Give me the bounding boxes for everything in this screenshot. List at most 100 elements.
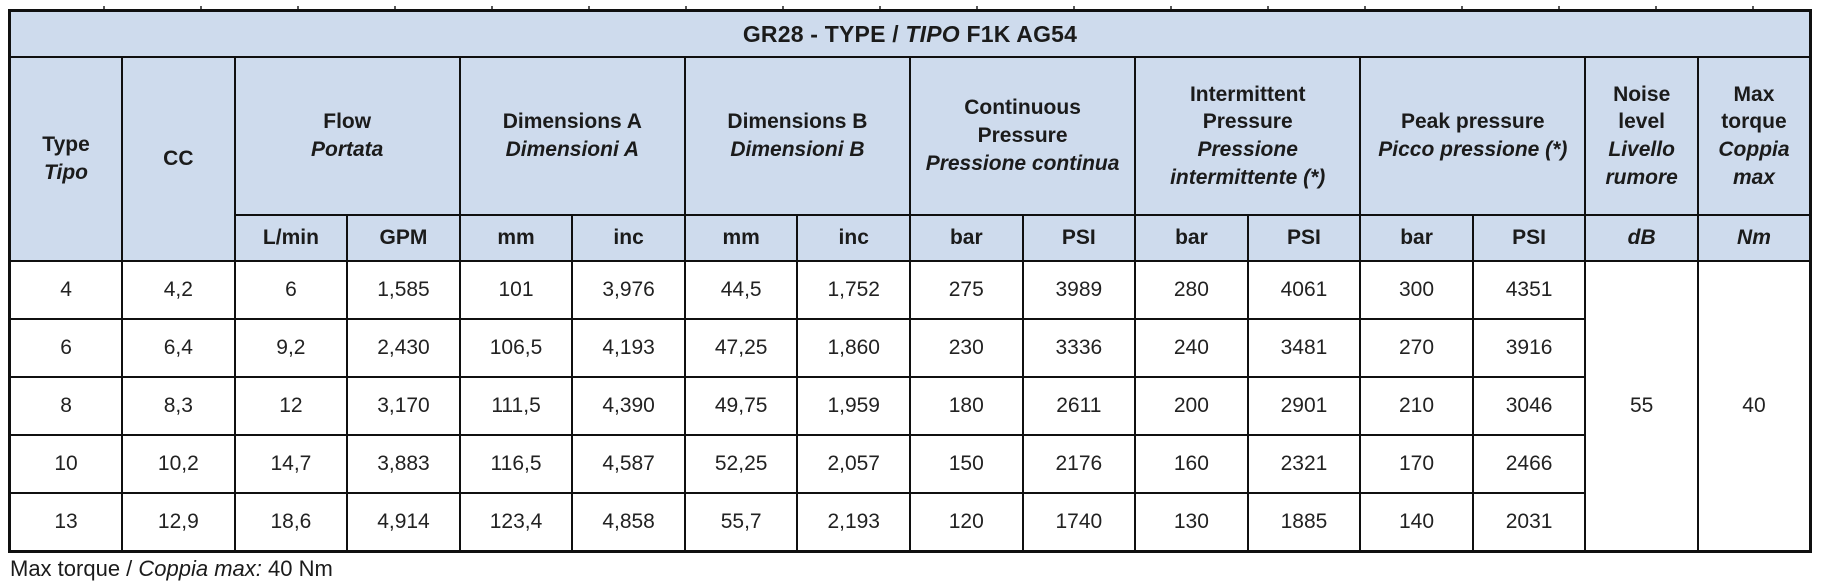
data-cell: 8,3 (121, 376, 236, 436)
unit-header-row: L/min GPM mm inc mm inc bar PSI bar PSI … (10, 214, 1812, 262)
data-cell: 111,5 (458, 376, 574, 436)
data-cell: 4,390 (571, 376, 686, 436)
unit-gpm: GPM (346, 214, 461, 262)
data-cell: 44,5 (683, 260, 799, 320)
col-group-dimensions-a: Dimensions A Dimensioni A (458, 56, 686, 216)
data-cell: 300 (1359, 260, 1474, 320)
data-cell: 1740 (1021, 492, 1137, 553)
data-cell: 1885 (1246, 492, 1362, 553)
unit-inc-a: inc (571, 214, 686, 262)
col-group-flow-en: Flow (323, 110, 372, 134)
data-cell: 4,2 (121, 260, 236, 320)
col-group-intermittent-pressure-en: Intermittent Pressure (1189, 82, 1306, 134)
spec-row-4: 4 4,2 6 1,585 101 3,976 44,5 1,752 275 3989 280 406… (8, 260, 1812, 553)
data-cell: 4 (8, 260, 124, 320)
data-cell: 3481 (1246, 318, 1362, 378)
data-cell: 6 (8, 318, 124, 378)
data-cell: 2611 (1021, 376, 1137, 436)
data-cell: 10,2 (121, 434, 236, 494)
col-group-dimensions-a-en: Dimensions A (502, 110, 642, 134)
data-cell: 120 (909, 492, 1024, 553)
col-header-cc-label: CC (163, 147, 194, 171)
data-cell: 3046 (1471, 376, 1587, 436)
title-text: GR28 - TYPE / (742, 20, 906, 47)
data-cell: 2901 (1246, 376, 1362, 436)
unit-bar-continuous: bar (909, 214, 1024, 262)
data-cell: 3916 (1471, 318, 1587, 378)
data-cell: 4,587 (571, 434, 686, 494)
col-group-continuous-pressure-en: Continuous Pressure (964, 96, 1081, 148)
data-cell: 1,585 (346, 260, 461, 320)
col-header-noise-level-en: Noise level (1613, 82, 1671, 134)
unit-psi-intermittent: PSI (1246, 214, 1362, 262)
data-cell: 12 (233, 376, 349, 436)
data-cell: 2176 (1021, 434, 1137, 494)
col-group-peak-pressure: Peak pressure Picco pressione (*) (1359, 56, 1587, 216)
col-header-type-it: Tipo (44, 161, 88, 184)
footer-text: Max torque / (10, 556, 139, 581)
data-cell: 2466 (1471, 434, 1587, 494)
data-cell: 101 (458, 260, 574, 320)
spec-row-10: 10 10,2 14,7 3,883 116,5 4,587 52,25 2,057 150 21… (8, 434, 1811, 494)
data-cell: 170 (1359, 434, 1474, 494)
data-cell: 210 (1359, 376, 1474, 436)
data-cell: 150 (909, 434, 1024, 494)
col-header-cc: CC (121, 56, 236, 262)
col-group-dimensions-b: Dimensions B Dimensioni B (683, 56, 912, 216)
data-cell: 2,430 (346, 318, 461, 378)
unit-inc-b: inc (796, 214, 911, 262)
max-torque-value: 40 (1696, 260, 1812, 553)
data-cell: 200 (1134, 376, 1249, 436)
col-group-dimensions-a-it: Dimensioni A (505, 138, 640, 161)
data-cell: 1,752 (796, 260, 911, 320)
col-group-flow-it: Portata (311, 138, 384, 161)
col-header-type: Type Tipo (8, 56, 124, 262)
data-cell: 275 (909, 260, 1024, 320)
unit-nm: Nm (1696, 214, 1812, 262)
title-text-italic: TIPO (905, 20, 960, 47)
spec-table-body: 4 4,2 6 1,585 101 3,976 44,5 1,752 275 3989 280 406… (8, 260, 1812, 553)
page-title: GR28 - TYPE / TIPO F1K AG54 (8, 9, 1812, 58)
data-cell: 4,193 (571, 318, 686, 378)
col-header-max-torque: Max torque Coppia max (1696, 56, 1812, 216)
unit-db: dB (1584, 214, 1699, 262)
data-cell: 130 (1134, 492, 1249, 553)
spec-row-13: 13 12,9 18,6 4,914 123,4 4,858 55,7 2,193 120 174… (8, 492, 1811, 553)
data-cell: 2321 (1246, 434, 1362, 494)
data-cell: 4061 (1246, 260, 1362, 320)
data-cell: 2,193 (796, 492, 911, 553)
data-cell: 4,858 (571, 492, 686, 553)
data-cell: 55,7 (683, 492, 799, 553)
col-header-type-en: Type (42, 133, 90, 157)
spec-row-6: 6 6,4 9,2 2,430 106,5 4,193 47,25 1,860 230 3336 2… (8, 318, 1811, 378)
data-cell: 9,2 (233, 318, 349, 378)
data-cell: 13 (8, 492, 124, 553)
col-group-flow: Flow Portata (233, 56, 461, 216)
unit-lmin: L/min (233, 214, 349, 262)
data-cell: 280 (1134, 260, 1249, 320)
data-cell: 49,75 (683, 376, 799, 436)
unit-psi-peak: PSI (1471, 214, 1587, 262)
data-cell: 52,25 (683, 434, 799, 494)
data-cell: 3,883 (346, 434, 461, 494)
data-cell: 1,860 (796, 318, 911, 378)
data-cell: 3989 (1021, 260, 1137, 320)
data-cell: 4,914 (346, 492, 461, 553)
spec-table: GR28 - TYPE / TIPO F1K AG54 Type Tipo CC… (8, 9, 1812, 553)
data-cell: 14,7 (233, 434, 349, 494)
col-group-dimensions-b-it: Dimensioni B (730, 138, 865, 161)
col-header-noise-level: Noise level Livello rumore (1584, 56, 1699, 216)
unit-bar-peak: bar (1359, 214, 1474, 262)
col-group-continuous-pressure-it: Pressione continua (925, 151, 1120, 175)
footer-text-suffix: 40 Nm (261, 556, 333, 581)
title-row: GR28 - TYPE / TIPO F1K AG54 (8, 9, 1812, 58)
col-header-max-torque-en: Max torque (1721, 82, 1787, 134)
col-header-max-torque-it: Coppia max (1718, 138, 1790, 189)
data-cell: 123,4 (458, 492, 574, 553)
group-header-row: Type Tipo CC Flow Portata Dimensions A D… (8, 56, 1812, 262)
data-cell: 1,959 (796, 376, 911, 436)
data-cell: 4351 (1471, 260, 1587, 320)
col-group-intermittent-pressure: Intermittent Pressure Pressione intermit… (1134, 56, 1362, 216)
footer-text-italic: Coppia max: (138, 556, 262, 581)
